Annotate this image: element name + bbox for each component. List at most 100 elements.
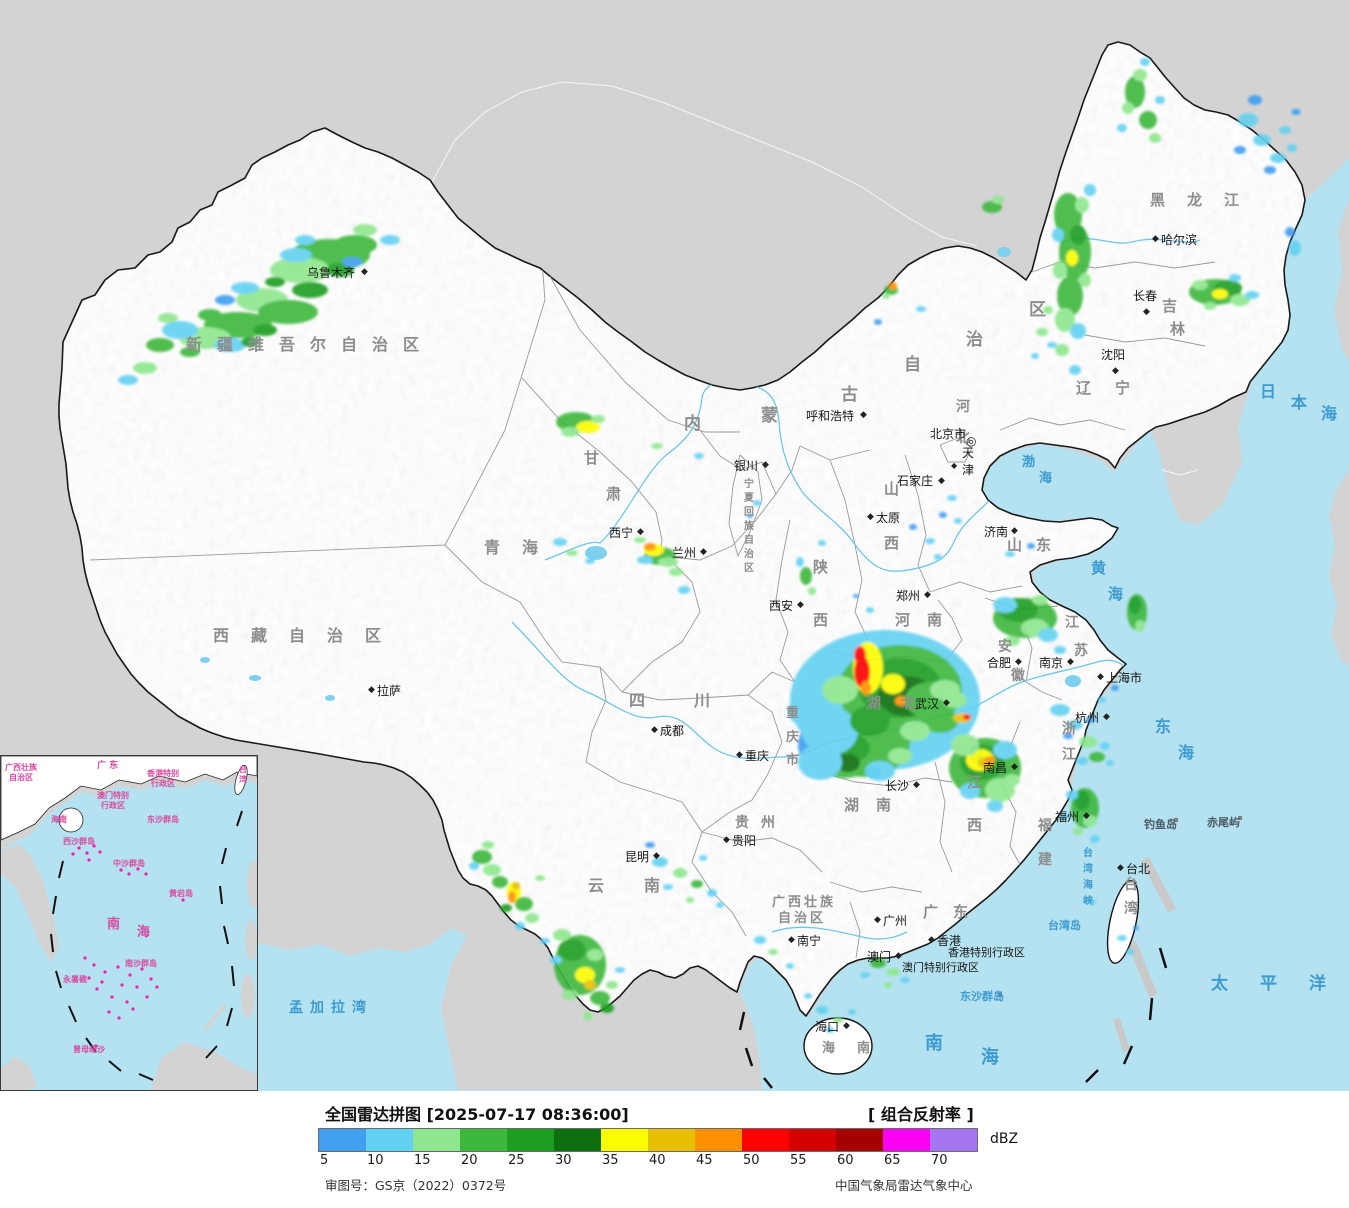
province-label: 广东 — [923, 903, 983, 921]
radar-echo — [1289, 240, 1301, 256]
province-label: 西藏自治区 — [213, 626, 403, 645]
province-label: 治 — [966, 329, 983, 350]
legend-swatch-50 — [742, 1129, 789, 1151]
radar-echo — [768, 949, 778, 955]
map-label: 澳门特别行政区 — [902, 960, 979, 974]
radar-echo — [934, 554, 942, 560]
legend-swatch-35 — [601, 1129, 648, 1151]
radar-echo — [870, 958, 886, 968]
legend-value-50: 50 — [743, 1153, 760, 1168]
map-label-layer: 新疆维吾尔自治区西藏自治区青海四川云南湖南湖北河南山东广东黑龙江辽宁海南贵州广西… — [186, 191, 1337, 1068]
radar-echo — [1076, 757, 1088, 765]
radar-echo — [1043, 306, 1053, 314]
radar-echo — [707, 889, 717, 897]
sea-label: 海 — [1108, 585, 1123, 603]
sea-label: 渤 — [1022, 454, 1035, 470]
city-label: 哈尔滨 — [1161, 232, 1197, 247]
city-label: 乌鲁木齐 — [307, 265, 355, 280]
radar-echo — [1027, 543, 1035, 549]
radar-echo — [1083, 815, 1097, 827]
city-label: 长沙 — [885, 779, 909, 793]
province-label: 吉 — [1162, 297, 1177, 315]
radar-echo — [663, 884, 673, 890]
radar-echo — [1073, 827, 1083, 835]
legend-swatch-5 — [319, 1129, 366, 1151]
city-marker: ◆ — [928, 935, 935, 945]
radar-echo — [1031, 353, 1039, 359]
inset-label: 台 — [239, 764, 247, 774]
radar-echo — [600, 1003, 614, 1013]
radar-echo — [1234, 146, 1246, 154]
reef-symbol — [149, 977, 153, 981]
city-marker: ◆ — [653, 851, 660, 861]
province-label: 广西壮族 — [772, 894, 836, 910]
city-marker: ◆ — [1011, 526, 1018, 536]
radar-echo — [1212, 289, 1228, 299]
province-label: 庆 — [785, 729, 799, 745]
legend-value-70: 70 — [931, 1153, 948, 1168]
province-label: 浙 — [1062, 720, 1076, 737]
sea-label: 海 — [981, 1046, 999, 1068]
province-label: 辽宁 — [1076, 379, 1154, 397]
inset-vietnam — [1, 844, 59, 962]
inset-label: 西沙群岛 — [63, 836, 95, 846]
city-label: 广州 — [883, 914, 907, 928]
sea-label: 日 — [1260, 382, 1276, 401]
radar-echo — [1047, 342, 1057, 348]
city-label: 南宁 — [797, 933, 821, 948]
province-label: 古 — [841, 384, 858, 405]
radar-echo — [850, 706, 890, 736]
province-label: 安 — [998, 638, 1012, 655]
radar-echo — [198, 309, 222, 321]
radar-echo — [1036, 328, 1048, 336]
license-number: 审图号：GS京（2022）0372号 — [325, 1178, 507, 1193]
city-label: 南京 — [1039, 655, 1063, 670]
province-label: 区 — [744, 562, 754, 574]
sea-label: 海 — [1083, 878, 1093, 891]
radar-echo — [1070, 323, 1086, 339]
radar-echo — [1129, 596, 1141, 614]
radar-echo — [535, 875, 545, 881]
city-label: 昆明 — [625, 850, 649, 864]
legend-swatch-20 — [460, 1129, 507, 1151]
radar-echo — [1230, 294, 1250, 306]
radar-echo — [1287, 144, 1297, 152]
province-label: 贵州 — [735, 814, 787, 831]
dbz-colorbar — [318, 1128, 978, 1152]
radar-echo — [615, 967, 625, 973]
radar-echo — [380, 235, 400, 245]
radar-echo — [1155, 96, 1165, 104]
province-label: 自 — [744, 533, 754, 546]
city-label: 呼和浩特 — [806, 408, 854, 423]
radar-echo — [1270, 153, 1286, 163]
radar-echo — [1088, 899, 1096, 905]
radar-echo — [558, 939, 586, 961]
radar-echo — [1133, 926, 1139, 930]
legend-swatch-25 — [507, 1129, 554, 1151]
radar-echo — [947, 495, 957, 501]
sea-label: 台 — [1083, 846, 1093, 859]
city-label: 西宁 — [609, 525, 633, 540]
radar-echo — [884, 982, 892, 988]
radar-echo — [576, 421, 600, 433]
radar-echo — [231, 282, 259, 294]
radar-echo — [1066, 250, 1078, 266]
radar-echo — [333, 235, 377, 255]
inset-label: 广 东 — [97, 759, 118, 771]
radar-echo — [1126, 949, 1134, 955]
radar-echo — [1279, 126, 1291, 134]
city-label: 武汉 — [915, 697, 939, 711]
legend-swatch-40 — [648, 1129, 695, 1151]
radar-echo — [1004, 636, 1020, 646]
radar-echo — [265, 277, 285, 287]
radar-echo — [118, 375, 138, 385]
reef-symbol — [92, 844, 96, 848]
radar-echo — [1054, 646, 1066, 654]
radar-echo — [669, 568, 683, 576]
radar-echo — [694, 453, 704, 459]
province-label: 自 — [904, 354, 921, 375]
reef-symbol — [131, 1007, 135, 1011]
inset-label: 香港特别 — [146, 768, 179, 778]
legend-value-55: 55 — [790, 1153, 807, 1168]
reef-symbol — [100, 980, 104, 984]
